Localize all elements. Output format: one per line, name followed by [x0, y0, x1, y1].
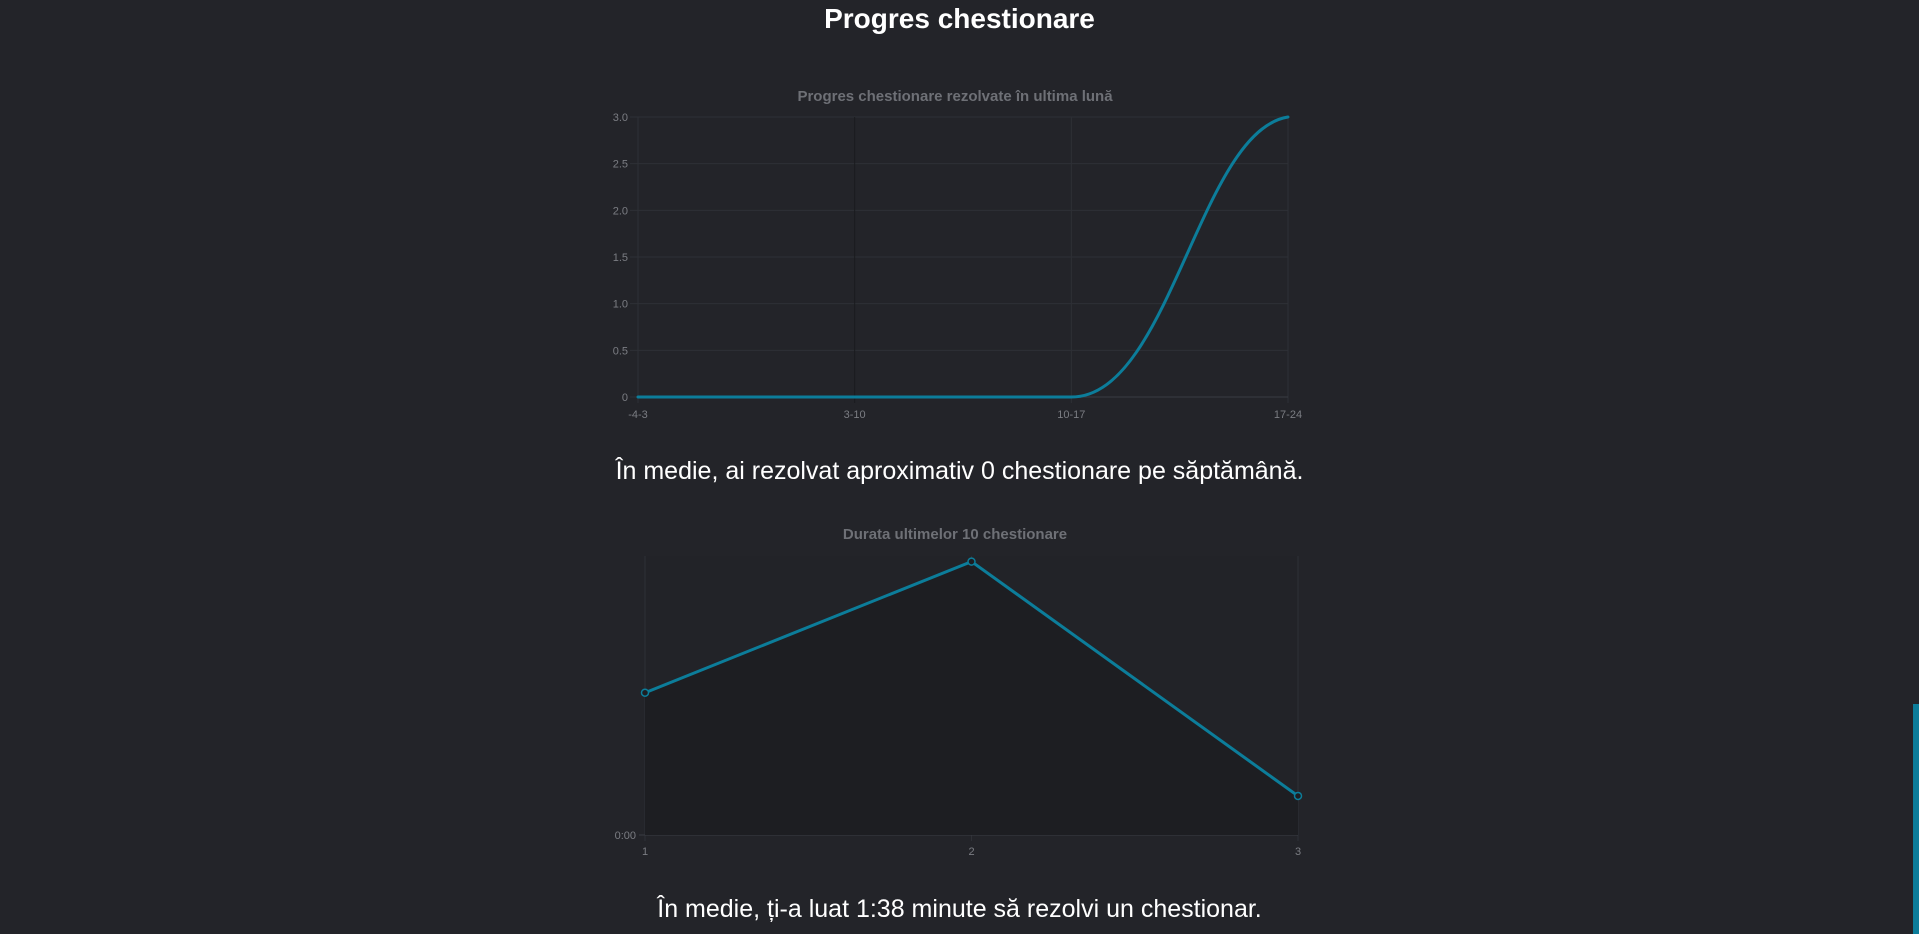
chart-series — [640, 557, 1303, 835]
y-tick-label: 1.0 — [613, 299, 628, 311]
chart-series — [636, 115, 1290, 399]
chart-quiz-duration: Durata ultimelor 10 chestionare 0:00 1 2 3 — [615, 526, 1303, 858]
page-title: Progres chestionare — [824, 3, 1095, 34]
series-area — [645, 561, 1298, 835]
y-tick-label: 0:00 — [615, 830, 636, 842]
data-point[interactable] — [967, 557, 976, 566]
y-tick-label: 0.5 — [613, 345, 628, 357]
summary-weekly-text: În medie, ai rezolvat aproximativ 0 ches… — [615, 457, 1304, 485]
y-tick-label: 3.0 — [613, 112, 628, 124]
y-axis-tick-labels: 0 0.5 1.0 1.5 2.0 2.5 3.0 — [613, 112, 628, 404]
chart-completed-quizzes: Progres chestionare rezolvate în ultima … — [613, 88, 1302, 421]
y-tick-label: 2.0 — [613, 205, 628, 217]
chart-title: Durata ultimelor 10 chestionare — [843, 526, 1067, 543]
scrollbar-thumb[interactable] — [1913, 704, 1919, 934]
x-tick-label: 10-17 — [1057, 409, 1085, 421]
y-tick-label: 1.5 — [613, 252, 628, 264]
chart-title: Progres chestionare rezolvate în ultima … — [797, 88, 1113, 105]
x-axis-tick-labels: -4-3 3-10 10-17 17-24 — [628, 409, 1302, 421]
chart-grid — [630, 116, 1289, 403]
data-point[interactable] — [640, 688, 650, 697]
x-tick-label: -4-3 — [628, 409, 648, 421]
x-tick-label: 2 — [968, 846, 974, 858]
x-axis-tick-labels: 1 2 3 — [642, 846, 1301, 858]
x-tick-label: 17-24 — [1274, 409, 1302, 421]
x-tick-label: 3-10 — [844, 409, 866, 421]
y-axis-tick-labels: 0:00 — [615, 830, 636, 842]
x-tick-label: 1 — [642, 846, 648, 858]
series-line — [636, 115, 1290, 399]
x-tick-label: 3 — [1295, 846, 1301, 858]
y-tick-label: 0 — [622, 392, 628, 404]
data-point[interactable] — [1293, 791, 1303, 801]
summary-duration-text: În medie, ți-a luat 1:38 minute să rezol… — [657, 895, 1262, 923]
y-tick-label: 2.5 — [613, 159, 628, 171]
